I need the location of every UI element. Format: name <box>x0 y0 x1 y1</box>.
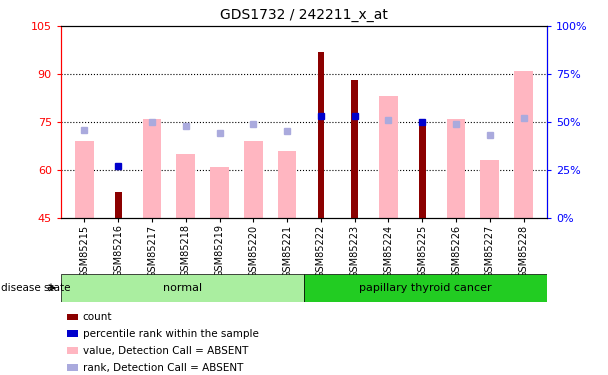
Bar <box>176 154 195 218</box>
Text: rank, Detection Call = ABSENT: rank, Detection Call = ABSENT <box>83 363 243 372</box>
Title: GDS1732 / 242211_x_at: GDS1732 / 242211_x_at <box>220 9 388 22</box>
Bar <box>244 141 263 218</box>
Bar <box>143 118 161 218</box>
Bar <box>75 141 94 218</box>
Bar <box>304 274 547 302</box>
Bar <box>61 274 304 302</box>
Bar <box>379 96 398 218</box>
Bar <box>419 122 426 218</box>
Bar <box>115 192 122 217</box>
Text: percentile rank within the sample: percentile rank within the sample <box>83 329 258 339</box>
Bar <box>278 150 296 217</box>
Text: papillary thyroid cancer: papillary thyroid cancer <box>359 283 492 293</box>
Text: normal: normal <box>163 283 202 293</box>
Bar <box>514 71 533 217</box>
Text: count: count <box>83 312 112 322</box>
Text: value, Detection Call = ABSENT: value, Detection Call = ABSENT <box>83 346 248 355</box>
Bar <box>351 81 358 218</box>
Bar <box>317 52 324 217</box>
Bar <box>480 160 499 218</box>
Text: disease state: disease state <box>1 283 71 293</box>
Bar <box>447 118 465 218</box>
Bar <box>210 166 229 218</box>
